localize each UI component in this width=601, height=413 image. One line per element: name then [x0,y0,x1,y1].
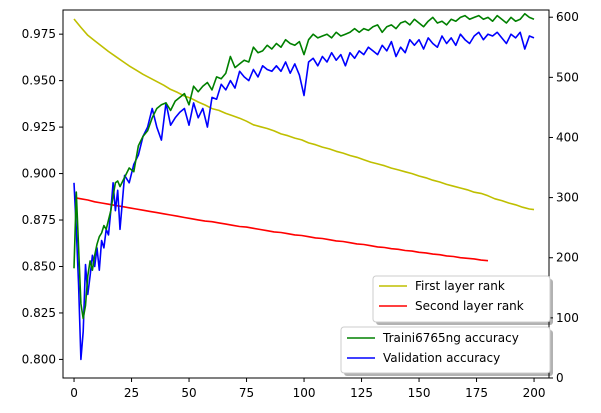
x-tick-label: 75 [239,386,254,400]
plot-frame [62,9,550,379]
y-left-tick-label: 0.825 [22,306,56,320]
legend-training-accuracy-label: Traini6765ng accuracy [382,331,519,345]
x-tick-label: 25 [124,386,139,400]
y-axis-right: 0 100 200 300 400 500 600 [549,10,579,385]
series-validation-accuracy-line [73,31,535,361]
y-right-tick-label: 200 [556,251,579,265]
legend-rank: First layer rank Second layer rank [372,275,553,325]
x-tick-label: 0 [70,386,78,400]
legend-accuracy-box [340,326,551,374]
x-tick-label: 125 [350,386,373,400]
legend-second-layer-rank-label: Second layer rank [415,299,524,313]
y-right-tick-label: 0 [556,371,564,385]
legend-first-layer-rank-label: First layer rank [415,279,505,293]
y-left-tick-label: 0.875 [22,213,56,227]
x-tick-label: 175 [465,386,488,400]
legend-rank-box [372,275,551,323]
y-left-tick-label: 0.850 [22,259,56,273]
x-tick-label: 200 [523,386,546,400]
y-right-tick-label: 600 [556,10,579,24]
series-traini6765ng-accuracy-line [73,12,535,320]
series-layer [73,12,535,361]
x-tick-label: 100 [293,386,316,400]
x-axis: 0 25 50 75 100 125 150 175 200 [70,378,546,400]
y-right-tick-label: 400 [556,130,579,144]
y-right-tick-label: 500 [556,70,579,84]
x-tick-label: 50 [181,386,196,400]
y-left-tick-label: 0.975 [22,27,56,41]
y-axis-left: 0.800 0.825 0.850 0.875 0.900 0.925 0.950 0.975 [22,27,63,366]
x-tick-label: 150 [408,386,431,400]
series-second-layer-rank-line [73,196,489,262]
y-left-tick-label: 0.800 [22,352,56,366]
legend-validation-accuracy-label: Validation accuracy [383,351,500,365]
series-first-layer-rank-line [73,18,535,211]
y-left-tick-label: 0.900 [22,167,56,181]
y-left-tick-label: 0.950 [22,74,56,88]
y-right-tick-label: 300 [556,191,579,205]
y-left-tick-label: 0.925 [22,120,56,134]
y-right-tick-label: 100 [556,311,579,325]
legend-accuracy: Traini6765ng accuracy Validation accurac… [340,326,553,376]
